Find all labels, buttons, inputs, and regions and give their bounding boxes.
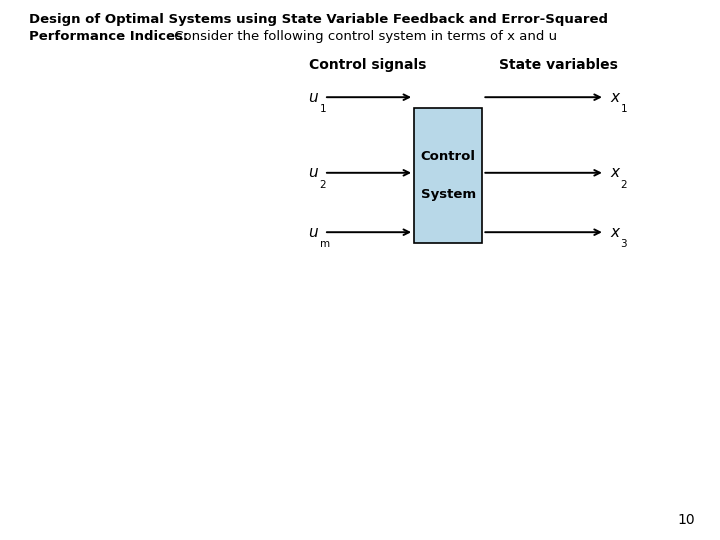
Text: 2: 2: [621, 180, 627, 190]
Text: x: x: [611, 90, 619, 105]
Text: 1: 1: [320, 104, 326, 114]
Text: u: u: [308, 90, 318, 105]
Text: u: u: [308, 165, 318, 180]
Text: Performance Indices:: Performance Indices:: [29, 30, 188, 43]
Text: Design of Optimal Systems using State Variable Feedback and Error-Squared: Design of Optimal Systems using State Va…: [29, 14, 608, 26]
Text: 10: 10: [678, 512, 695, 526]
Text: x: x: [611, 165, 619, 180]
Text: 3: 3: [621, 239, 627, 249]
Text: 1: 1: [621, 104, 627, 114]
Text: u: u: [308, 225, 318, 240]
Text: Control signals: Control signals: [308, 58, 426, 72]
Text: State variables: State variables: [498, 58, 618, 72]
Bar: [414, 108, 482, 243]
Text: Control: Control: [420, 150, 476, 163]
Text: m: m: [320, 239, 330, 249]
Text: Consider the following control system in terms of x and u: Consider the following control system in…: [170, 30, 557, 43]
Text: System: System: [420, 188, 476, 201]
Text: x: x: [611, 225, 619, 240]
Text: 2: 2: [320, 180, 326, 190]
